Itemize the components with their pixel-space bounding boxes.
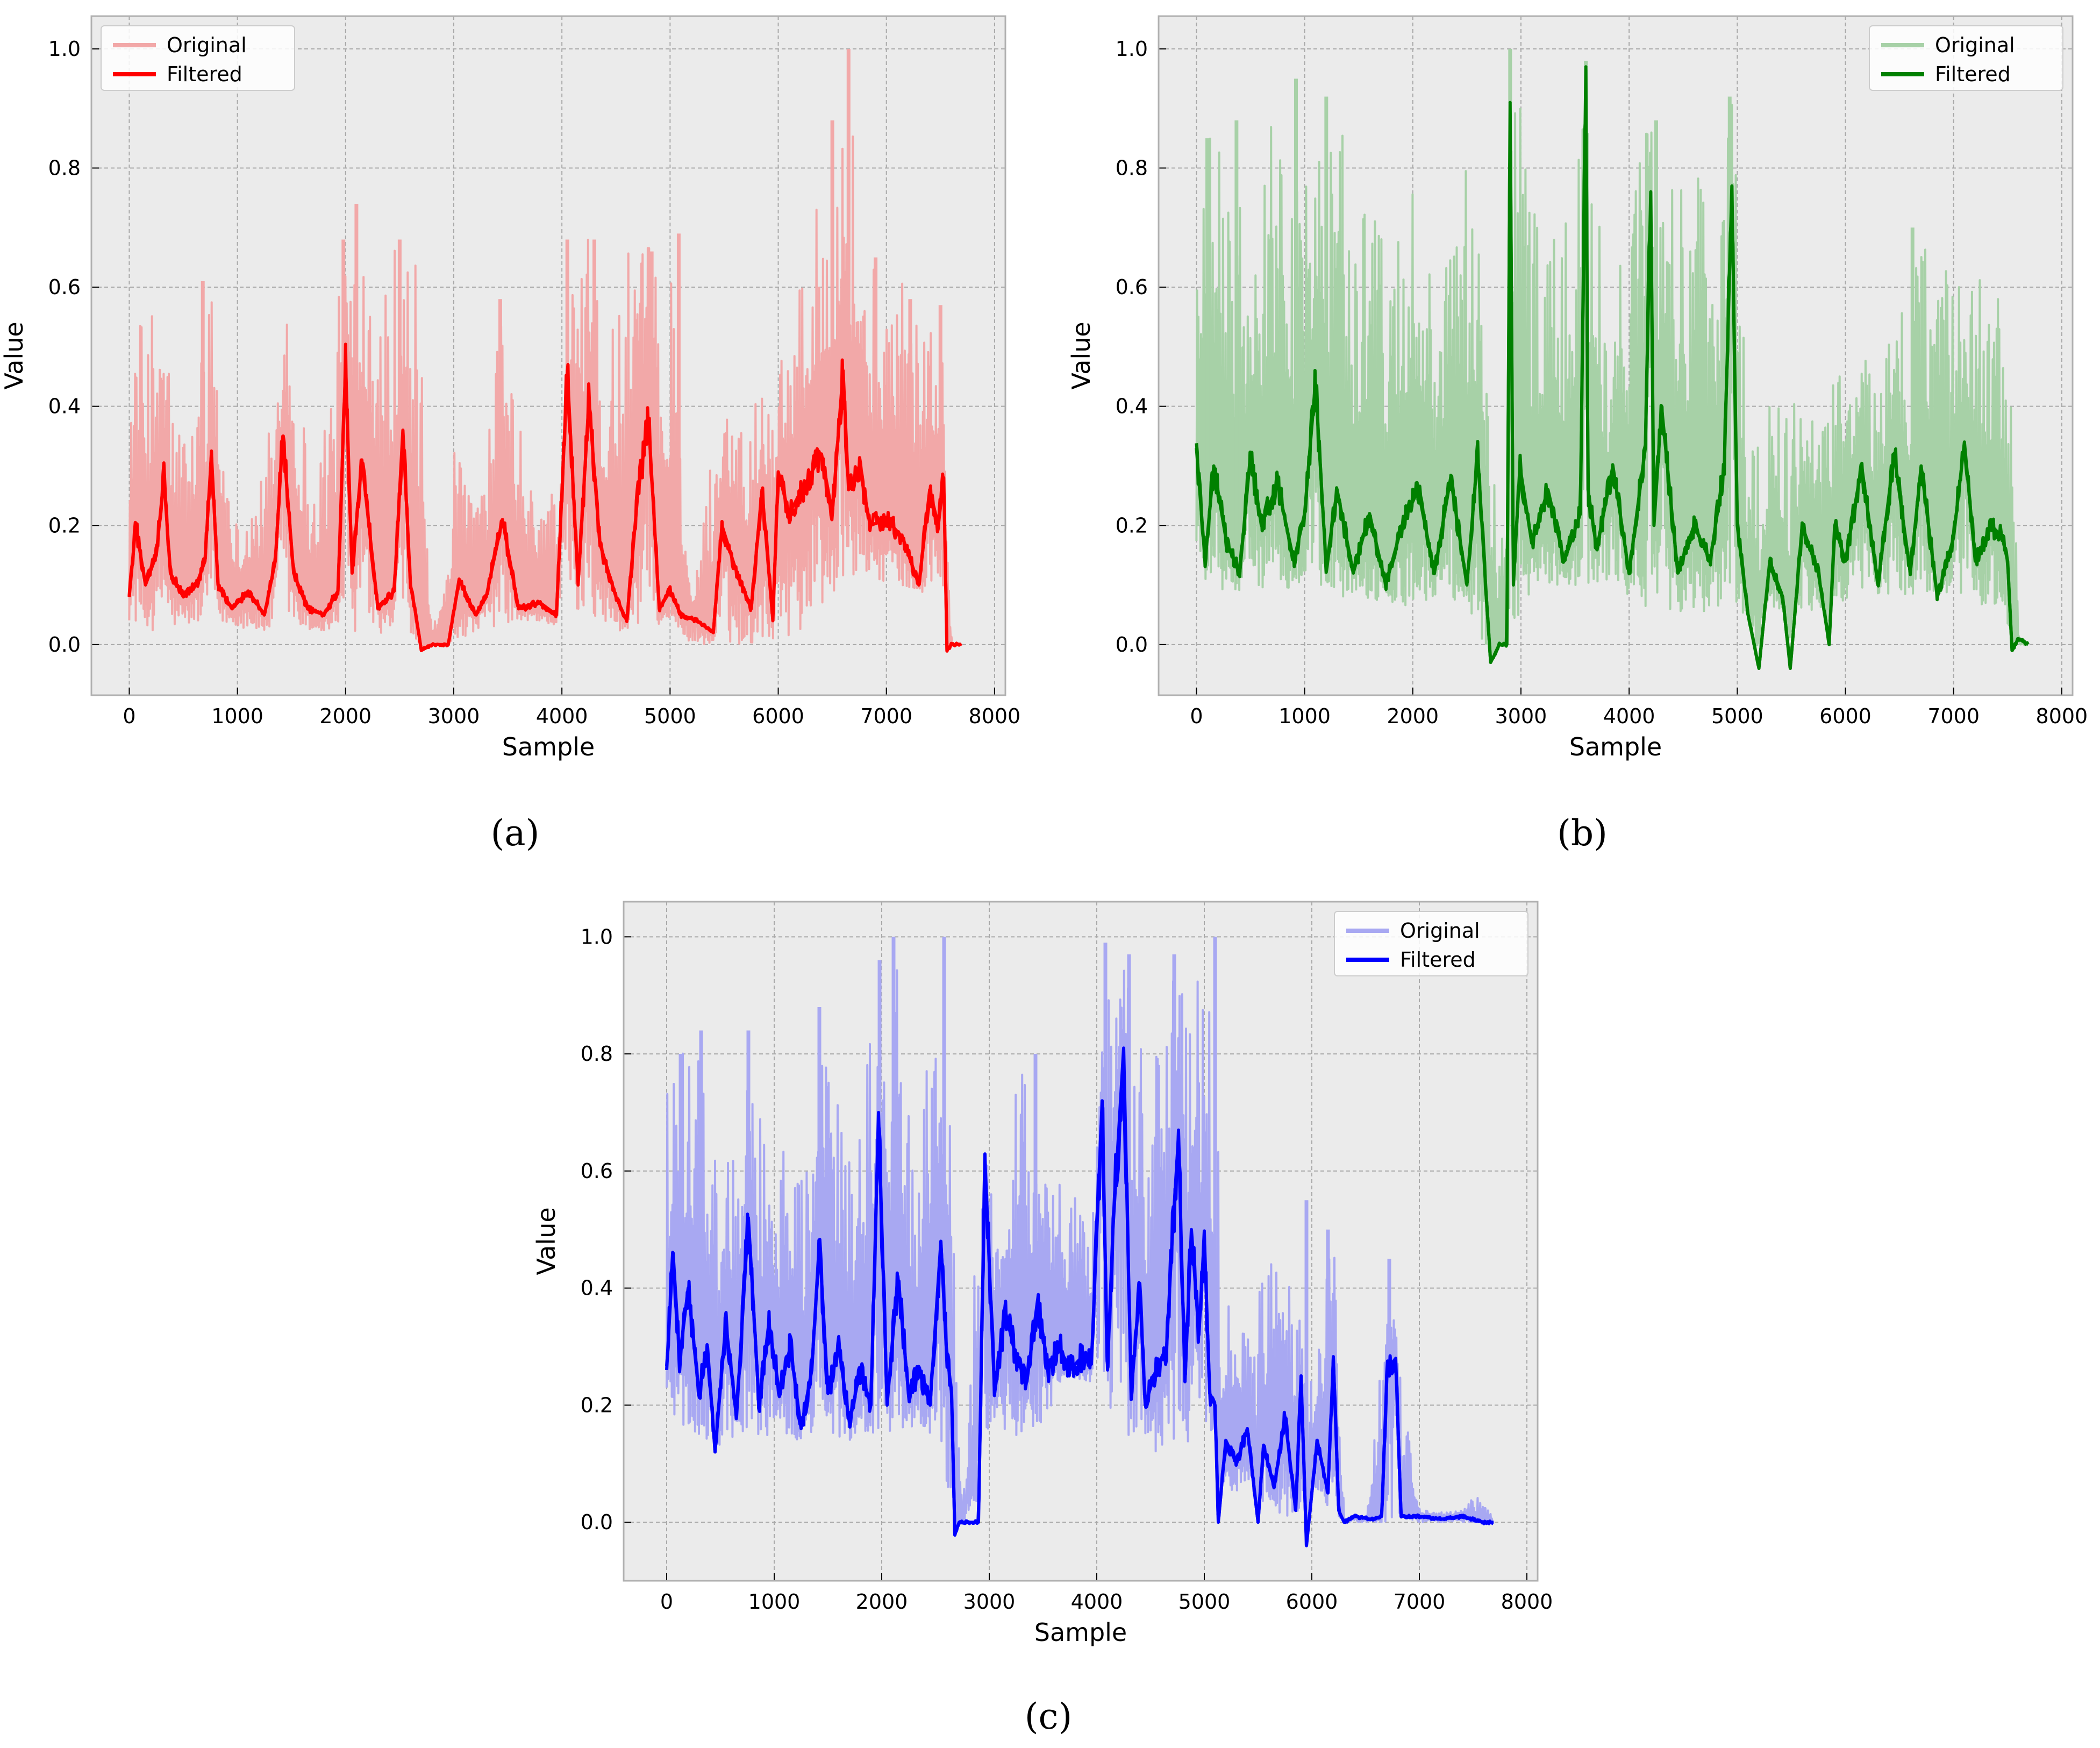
filtered-series-keyline: [127, 363, 961, 652]
x-tick-label: 1000: [1278, 704, 1331, 728]
y-tick-label: 1.0: [581, 925, 613, 948]
legend-label-filtered: Filtered: [1935, 62, 2011, 86]
x-tick-label: 1000: [211, 704, 263, 728]
x-tick-label: 0: [1190, 704, 1203, 728]
y-tick-label: 0.8: [581, 1042, 613, 1066]
plot-data: [127, 48, 962, 653]
y-tick-label: 0.0: [48, 633, 81, 657]
y-axis-label: Value: [1067, 322, 1096, 389]
x-tick-label: 8000: [2036, 704, 2088, 728]
x-tick-label: 5000: [1711, 704, 1763, 728]
legend-label-original: Original: [1400, 919, 1480, 943]
x-tick-label: 0: [123, 704, 135, 728]
y-tick-label: 0.6: [581, 1159, 613, 1183]
x-tick-label: 6000: [752, 704, 804, 728]
legend-label-filtered: Filtered: [167, 62, 242, 86]
x-tick-label: 3000: [428, 704, 480, 728]
panel-a: 0 1000 2000 3000 4000 5000 6000 7000 8000 0.0 0.2 0…: [0, 15, 1021, 761]
axes-frame: [90, 15, 1006, 696]
y-tick-label: 1.0: [48, 37, 81, 61]
x-tick-label: 6000: [1286, 1590, 1338, 1614]
legend-label-filtered: Filtered: [1400, 948, 1476, 972]
y-tick-label: 1.0: [1116, 37, 1148, 61]
axes-frame: [1158, 15, 2074, 696]
panel-c: 0 1000 2000 3000 4000 5000 6000 7000 8000 0.0 0.2 0…: [532, 901, 1553, 1647]
y-tick-label: 0.2: [48, 513, 81, 537]
plot-data: [665, 937, 1494, 1547]
panel-b: 0 1000 2000 3000 4000 5000 6000 7000 8000 0.0 0.2 0…: [1067, 15, 2088, 761]
x-tick-label: 2000: [319, 704, 372, 728]
x-tick-label: 7000: [1927, 704, 1980, 728]
x-tick-label: 7000: [860, 704, 912, 728]
legend: Original Filtered: [1334, 911, 1528, 976]
y-tick-label: 0.4: [581, 1276, 613, 1300]
x-tick-label: 6000: [1819, 704, 1872, 728]
x-tick-label: 8000: [1501, 1590, 1553, 1614]
legend-label-original: Original: [1935, 33, 2015, 57]
legend: Original Filtered: [101, 25, 295, 91]
axes-frame: [623, 901, 1539, 1582]
x-tick-label: 2000: [1387, 704, 1439, 728]
x-tick-label: 4000: [536, 704, 588, 728]
y-tick-label: 0.6: [48, 275, 81, 299]
y-tick-label: 0.2: [1116, 513, 1148, 537]
x-tick-label: 5000: [1178, 1590, 1231, 1614]
x-tick-label: 0: [660, 1590, 673, 1614]
y-axis-label: Value: [0, 322, 28, 389]
y-tick-label: 0.6: [1116, 275, 1148, 299]
legend: Original Filtered: [1869, 25, 2063, 91]
y-tick-label: 0.8: [48, 156, 81, 180]
x-tick-label: 2000: [856, 1590, 908, 1614]
original-series-line: [128, 135, 961, 650]
filtered-series-keyline: [1195, 65, 2030, 670]
x-tick-label: 1000: [748, 1590, 801, 1614]
x-tick-label: 7000: [1394, 1590, 1446, 1614]
x-axis-label: Sample: [1569, 732, 1662, 761]
y-tick-label: 0.0: [1116, 633, 1148, 657]
panel-c-caption: (c): [1025, 1696, 1072, 1737]
x-tick-label: 4000: [1071, 1590, 1123, 1614]
y-tick-label: 0.8: [1116, 156, 1148, 180]
y-axis-label: Value: [532, 1207, 561, 1275]
y-tick-label: 0.4: [48, 395, 81, 418]
y-tick-label: 0.2: [581, 1393, 613, 1417]
y-tick-label: 0.4: [1116, 395, 1148, 418]
x-axis-label: Sample: [502, 732, 595, 761]
filtered-series-keyline: [665, 1046, 1494, 1547]
x-tick-label: 4000: [1603, 704, 1655, 728]
x-tick-label: 3000: [963, 1590, 1016, 1614]
x-tick-label: 3000: [1495, 704, 1547, 728]
plot-data: [1195, 48, 2030, 670]
panel-a-caption: (a): [491, 812, 540, 854]
y-tick-label: 0.0: [581, 1510, 613, 1534]
x-axis-label: Sample: [1034, 1618, 1127, 1647]
panel-b-caption: (b): [1557, 812, 1608, 854]
legend-label-original: Original: [167, 33, 247, 57]
x-tick-label: 5000: [644, 704, 696, 728]
x-tick-label: 8000: [969, 704, 1021, 728]
